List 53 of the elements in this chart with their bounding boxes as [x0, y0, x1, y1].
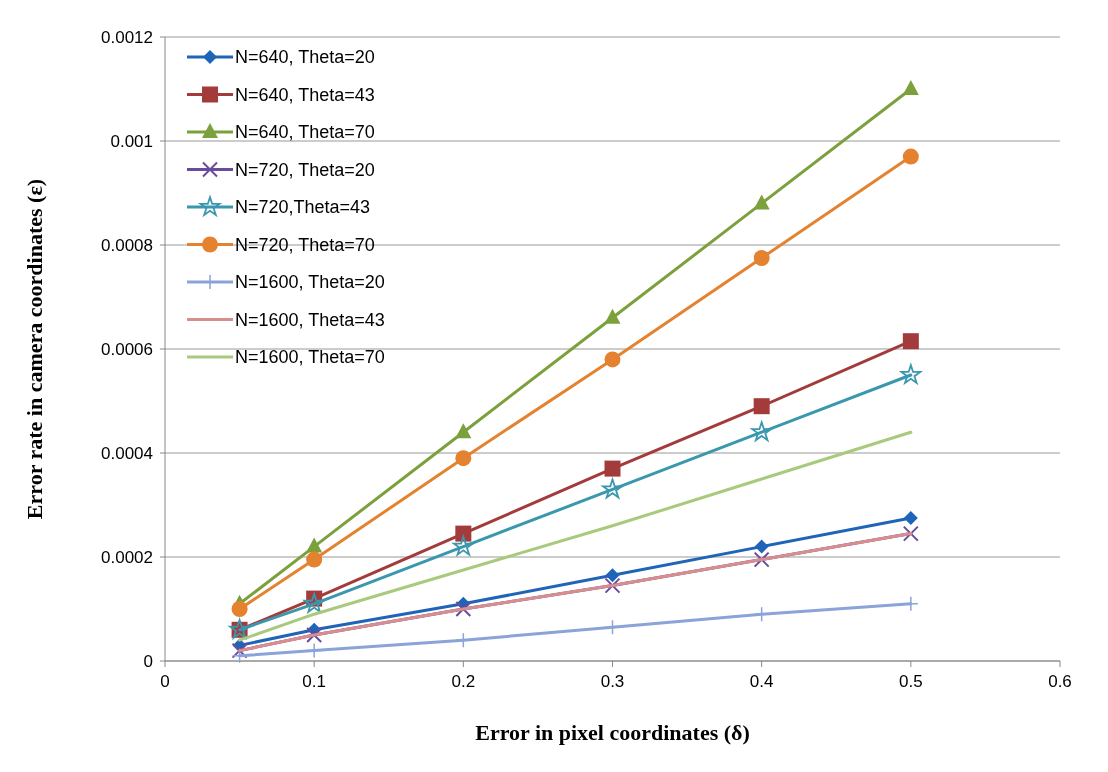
point [751, 421, 772, 442]
point [753, 398, 770, 415]
legend-label: N=640, Theta=20 [235, 47, 375, 68]
point [902, 333, 919, 350]
point [605, 568, 620, 583]
point [753, 551, 770, 568]
point [455, 423, 472, 439]
y-tick-label: 0.0012 [101, 27, 153, 47]
legend-label: N=1600, Theta=43 [235, 309, 385, 330]
legend-label: N=720, Theta=70 [235, 234, 375, 255]
legend-label: N=720, Theta=20 [235, 159, 375, 180]
x-tick-label: 0.2 [451, 672, 476, 691]
point [455, 525, 472, 542]
x-tick-label: 0.3 [600, 672, 625, 691]
point [903, 511, 918, 525]
point [306, 642, 322, 659]
x-tick-label: 0.5 [899, 672, 923, 691]
point [753, 194, 770, 210]
point [604, 351, 621, 368]
point [306, 537, 323, 553]
point [306, 627, 323, 643]
x-tick-label: 0.1 [302, 672, 326, 691]
x-tick-label: 0 [160, 672, 170, 691]
point [231, 601, 248, 617]
point [753, 250, 770, 266]
legend-label: N=1600, Theta=20 [235, 272, 385, 293]
y-tick-label: 0.001 [110, 131, 153, 151]
legend-label: N=1600, Theta=70 [235, 347, 385, 368]
y-tick-label: 0.0006 [101, 339, 153, 359]
x-axis-title: Error in pixel coordinates (δ) [475, 720, 750, 745]
legend-label: N=720,Theta=43 [235, 197, 371, 218]
y-tick-label: 0 [143, 651, 153, 671]
y-axis-title: Error rate in camera coordinates (ε) [22, 178, 47, 520]
point [455, 450, 472, 467]
point [902, 80, 919, 95]
y-tick-label: 0.0008 [101, 235, 153, 255]
point [902, 148, 919, 165]
x-tick-label: 0.6 [1048, 672, 1072, 691]
legend-label: N=640, Theta=70 [235, 122, 375, 143]
point [453, 535, 474, 556]
point [902, 525, 919, 542]
legend-label: N=640, Theta=43 [235, 84, 375, 105]
point [306, 551, 323, 568]
point [754, 539, 769, 554]
point [604, 460, 621, 477]
point [604, 577, 621, 594]
point [231, 642, 248, 659]
point [604, 308, 621, 324]
y-tick-label: 0.0004 [101, 443, 153, 463]
point [303, 593, 325, 613]
y-tick-label: 0.0002 [101, 547, 153, 567]
point [455, 601, 472, 617]
x-tick-label: 0.4 [749, 672, 774, 691]
